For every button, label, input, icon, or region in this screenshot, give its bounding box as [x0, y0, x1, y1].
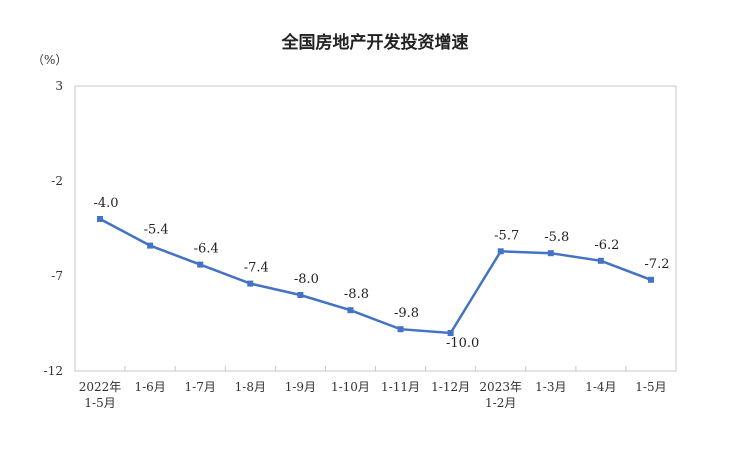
data-point: [547, 250, 554, 257]
data-point: [247, 280, 254, 287]
data-point: [197, 261, 204, 268]
y-tick-label: -7: [51, 269, 63, 283]
data-point: [397, 326, 404, 333]
data-label: -5.8: [544, 230, 569, 245]
x-tick-label: 2022年: [79, 380, 122, 394]
x-tick-label: 1-4月: [585, 380, 616, 394]
y-tick-label: 3: [55, 79, 63, 93]
data-label: -10.0: [446, 336, 479, 351]
data-point: [647, 276, 654, 283]
x-tick-label: 1-9月: [285, 380, 316, 394]
x-tick-label: 2023年: [479, 380, 522, 394]
data-label: -8.0: [294, 272, 319, 287]
data-label: -8.8: [344, 287, 369, 302]
x-tick-label: 1-12月: [431, 380, 470, 394]
data-label: -5.7: [494, 228, 519, 243]
x-tick-label: 1-6月: [134, 380, 165, 394]
x-tick-label: 1-3月: [535, 380, 566, 394]
series-line: [99, 217, 652, 335]
data-label: -7.2: [644, 257, 669, 272]
chart-title: 全国房地产开发投资增速: [281, 32, 469, 53]
x-tick-label: 1-2月: [485, 396, 516, 410]
y-axis-label: （%）: [32, 53, 67, 67]
data-point: [97, 216, 104, 222]
data-point: [147, 242, 154, 249]
x-tick-label: 1-5月: [84, 396, 115, 410]
x-tick-label: 1-8月: [235, 380, 266, 394]
x-tick-label: 1-5月: [635, 380, 666, 394]
data-point: [597, 257, 604, 264]
x-tick-label: 1-11月: [381, 380, 420, 394]
x-tick-label: 1-7月: [185, 380, 216, 394]
data-label: -9.8: [394, 306, 419, 321]
data-point: [347, 307, 354, 314]
data-label: -7.4: [244, 261, 269, 276]
data-point: [497, 248, 504, 255]
y-tick-label: -2: [51, 174, 63, 188]
data-point: [297, 292, 304, 298]
y-tick-label: -12: [44, 364, 63, 378]
data-label: -5.4: [144, 223, 169, 238]
data-point: [447, 330, 454, 336]
x-tick-label: 1-10月: [331, 380, 370, 394]
data-label: -6.4: [194, 242, 219, 257]
data-label: -4.0: [94, 196, 119, 211]
data-label: -6.2: [594, 238, 619, 253]
